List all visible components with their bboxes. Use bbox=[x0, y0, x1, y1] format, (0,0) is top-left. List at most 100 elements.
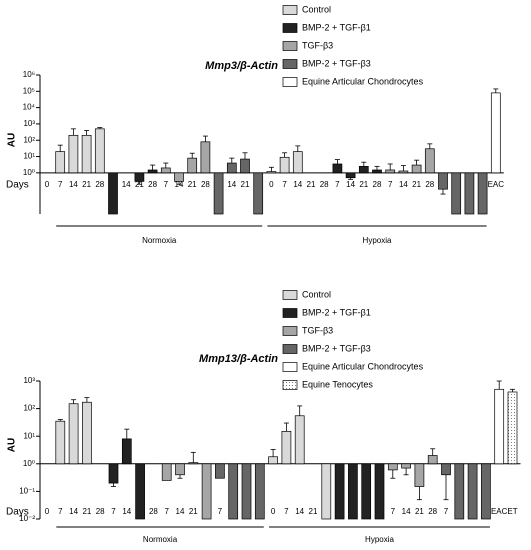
bar bbox=[82, 401, 92, 465]
bar bbox=[228, 463, 239, 520]
bar bbox=[334, 463, 345, 520]
error-bar bbox=[390, 469, 396, 479]
bar bbox=[160, 167, 171, 174]
bar bbox=[507, 391, 518, 465]
x-tick-label: 0 bbox=[45, 180, 50, 189]
legend-swatch bbox=[282, 41, 298, 51]
x-tick-label: 21 bbox=[415, 507, 424, 516]
bar bbox=[108, 463, 119, 484]
error-bar bbox=[270, 449, 276, 457]
error-bar bbox=[295, 145, 301, 152]
x-tick-label: 7 bbox=[284, 507, 289, 516]
x-tick-label: 7 bbox=[58, 507, 63, 516]
x-tick-label: 21 bbox=[359, 180, 368, 189]
x-tick-label: 7 bbox=[444, 507, 449, 516]
error-bar bbox=[416, 486, 422, 501]
bar bbox=[494, 388, 505, 465]
x-axis-label: Days bbox=[6, 180, 29, 191]
x-tick-label: 21 bbox=[309, 507, 318, 516]
bar bbox=[55, 420, 66, 465]
error-bar bbox=[334, 159, 340, 164]
legend-label: TGF-β3 bbox=[302, 325, 333, 335]
x-tick-label: EAC bbox=[491, 507, 508, 516]
bar bbox=[240, 158, 250, 174]
bar bbox=[241, 463, 252, 520]
bar bbox=[200, 141, 211, 174]
bar bbox=[94, 128, 105, 174]
legend-swatch bbox=[282, 326, 298, 336]
error-bar bbox=[136, 181, 142, 185]
x-tick-label: 14 bbox=[346, 180, 355, 189]
bar bbox=[175, 463, 185, 476]
x-tick-label: 21 bbox=[307, 180, 316, 189]
y-tick-label: 10² bbox=[23, 404, 35, 413]
x-tick-label: 7 bbox=[58, 180, 63, 189]
x-tick-label: 7 bbox=[164, 507, 169, 516]
bar bbox=[401, 463, 411, 469]
error-bar bbox=[361, 161, 367, 167]
y-tick-label: 10³ bbox=[23, 119, 35, 128]
x-tick-label: 28 bbox=[425, 180, 434, 189]
group-label: Normoxia bbox=[142, 236, 177, 245]
x-tick-label: 7 bbox=[335, 180, 340, 189]
bar bbox=[321, 463, 332, 520]
error-bar bbox=[297, 405, 303, 416]
x-tick-label: 14 bbox=[69, 180, 78, 189]
y-axis-label: AU bbox=[7, 438, 18, 452]
bar bbox=[213, 172, 224, 215]
bar bbox=[451, 172, 462, 215]
error-bar bbox=[283, 422, 289, 432]
group-label: Hypoxia bbox=[365, 535, 394, 544]
bar bbox=[81, 134, 92, 174]
x-tick-label: 7 bbox=[111, 507, 116, 516]
x-tick-label: 28 bbox=[428, 507, 437, 516]
legend-label: BMP-2 + TGF-β1 bbox=[302, 22, 371, 32]
bar bbox=[361, 463, 372, 520]
error-bar bbox=[84, 130, 90, 136]
bar bbox=[345, 172, 356, 179]
legend-swatch bbox=[282, 308, 298, 318]
y-tick-label: 10² bbox=[23, 135, 35, 144]
error-bar bbox=[427, 143, 433, 149]
bar bbox=[134, 172, 145, 182]
error-bar bbox=[414, 159, 420, 166]
error-bar bbox=[387, 163, 393, 170]
error-bar bbox=[97, 127, 103, 129]
legend-swatch bbox=[282, 59, 298, 69]
y-tick-label: 10⁶ bbox=[23, 70, 35, 79]
legend-label: BMP-2 + TGF-β3 bbox=[302, 58, 371, 68]
x-tick-label: ET bbox=[507, 507, 517, 516]
bar bbox=[374, 463, 385, 520]
error-bar bbox=[190, 451, 196, 463]
legend-swatch bbox=[282, 380, 298, 390]
legend-swatch bbox=[282, 362, 298, 372]
bar bbox=[215, 463, 225, 479]
x-tick-label: 14 bbox=[293, 180, 302, 189]
legend-label: BMP-2 + TGF-β1 bbox=[302, 307, 371, 317]
y-tick-label: 10¹ bbox=[23, 431, 35, 440]
x-tick-label: 21 bbox=[82, 180, 91, 189]
x-tick-label: 28 bbox=[320, 180, 329, 189]
x-tick-label: 21 bbox=[412, 180, 421, 189]
bar bbox=[481, 463, 491, 520]
bar bbox=[490, 92, 501, 174]
bar bbox=[201, 463, 212, 520]
bar bbox=[398, 170, 409, 174]
legend-label: Control bbox=[302, 4, 331, 14]
error-bar bbox=[440, 189, 446, 195]
bar bbox=[467, 463, 478, 520]
error-bar bbox=[493, 88, 499, 93]
error-bar bbox=[348, 177, 354, 180]
y-tick-label: 10³ bbox=[23, 376, 35, 385]
legend-swatch bbox=[282, 290, 298, 300]
bar bbox=[253, 172, 264, 215]
bar bbox=[55, 151, 66, 174]
group-label: Hypoxia bbox=[363, 236, 392, 245]
x-tick-label: 21 bbox=[241, 180, 250, 189]
error-bar bbox=[202, 135, 208, 142]
x-tick-label: 14 bbox=[402, 507, 411, 516]
x-axis-label: Days bbox=[6, 507, 29, 518]
bar bbox=[279, 156, 290, 174]
bar bbox=[427, 455, 438, 465]
group-label: Normoxia bbox=[143, 535, 178, 544]
